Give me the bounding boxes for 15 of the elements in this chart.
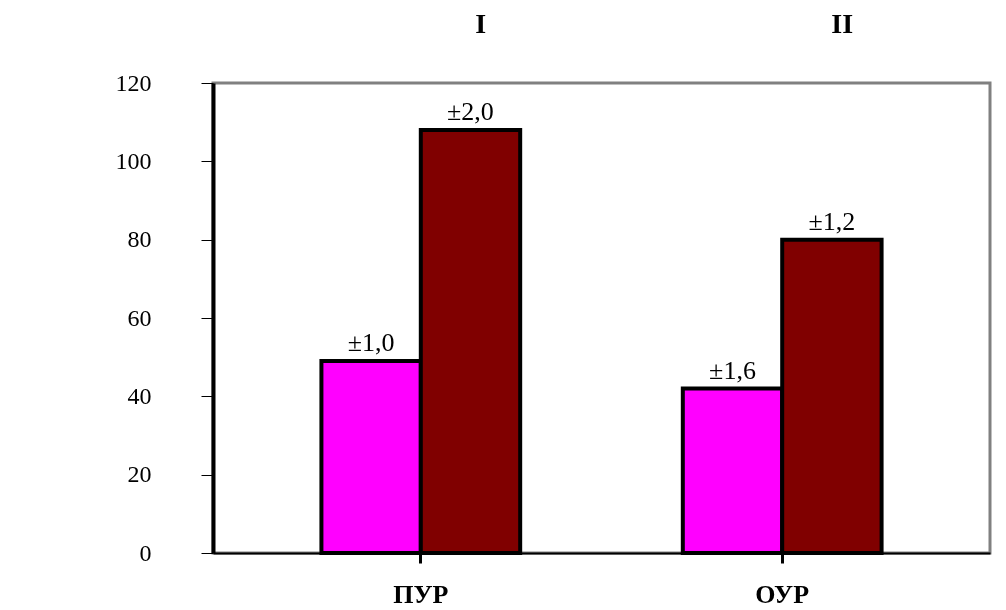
y-tick-label: 20: [127, 461, 152, 488]
y-tick-label: 80: [127, 226, 152, 253]
annotation: ±1,0: [347, 328, 395, 358]
y-tick-label: 0: [139, 539, 152, 566]
annotation: ±2,0: [447, 97, 494, 126]
x-tick-label: ОУР: [755, 579, 810, 609]
text: I: [475, 8, 487, 39]
annotation: ±1,2: [808, 206, 856, 236]
annotation: ±1,6: [709, 355, 756, 385]
y-tick-label: 100: [115, 147, 152, 174]
text: II: [831, 8, 854, 39]
y-tick-label: 120: [115, 69, 152, 96]
y-tick-label: 40: [127, 382, 152, 409]
x-tick-label: ПУР: [393, 579, 449, 609]
y-tick-label: 60: [127, 304, 152, 331]
